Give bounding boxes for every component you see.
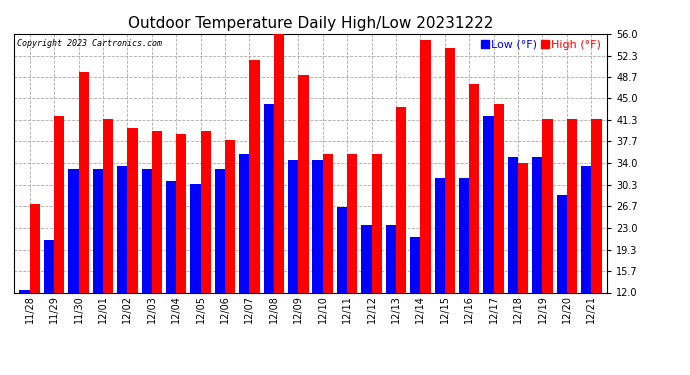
Bar: [484, 116, 493, 363]
Bar: [264, 104, 274, 363]
Bar: [117, 166, 128, 363]
Bar: [337, 207, 347, 363]
Bar: [288, 160, 298, 363]
Bar: [435, 178, 445, 363]
Bar: [313, 160, 323, 363]
Bar: [152, 131, 162, 363]
Bar: [371, 154, 382, 363]
Bar: [557, 195, 567, 363]
Bar: [591, 119, 602, 363]
Bar: [239, 154, 250, 363]
Bar: [518, 163, 529, 363]
Bar: [103, 119, 113, 363]
Bar: [396, 107, 406, 363]
Bar: [92, 169, 103, 363]
Bar: [362, 225, 371, 363]
Bar: [190, 184, 201, 363]
Bar: [298, 75, 308, 363]
Text: Copyright 2023 Cartronics.com: Copyright 2023 Cartronics.com: [17, 39, 161, 48]
Bar: [79, 72, 89, 363]
Bar: [250, 60, 259, 363]
Bar: [469, 84, 480, 363]
Bar: [141, 169, 152, 363]
Bar: [54, 116, 64, 363]
Bar: [386, 225, 396, 363]
Bar: [323, 154, 333, 363]
Bar: [542, 119, 553, 363]
Title: Outdoor Temperature Daily High/Low 20231222: Outdoor Temperature Daily High/Low 20231…: [128, 16, 493, 31]
Bar: [128, 128, 137, 363]
Legend: Low (°F), High (°F): Low (°F), High (°F): [476, 35, 606, 54]
Bar: [166, 181, 176, 363]
Bar: [201, 131, 211, 363]
Bar: [19, 290, 30, 363]
Bar: [420, 40, 431, 363]
Bar: [508, 157, 518, 363]
Bar: [176, 134, 186, 363]
Bar: [532, 157, 542, 363]
Bar: [445, 48, 455, 363]
Bar: [581, 166, 591, 363]
Bar: [493, 104, 504, 363]
Bar: [68, 169, 79, 363]
Bar: [567, 119, 577, 363]
Bar: [410, 237, 420, 363]
Bar: [459, 178, 469, 363]
Bar: [215, 169, 225, 363]
Bar: [347, 154, 357, 363]
Bar: [30, 204, 40, 363]
Bar: [274, 28, 284, 363]
Bar: [44, 240, 54, 363]
Bar: [225, 140, 235, 363]
